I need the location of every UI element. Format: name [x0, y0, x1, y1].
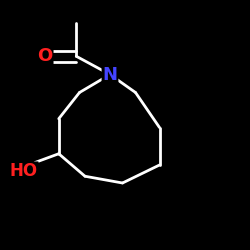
Text: N: N [102, 66, 118, 84]
Text: O: O [38, 47, 52, 65]
Text: HO: HO [10, 162, 38, 180]
